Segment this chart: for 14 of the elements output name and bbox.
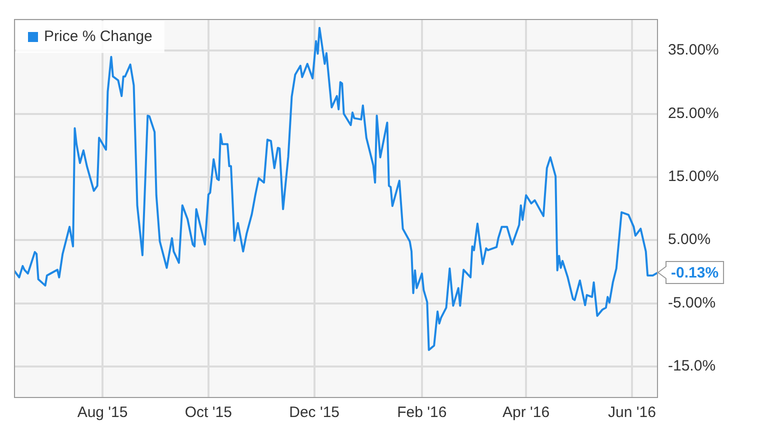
x-tick-label: Apr '16 [502,404,550,422]
x-tick-label: Aug '15 [77,404,128,422]
x-tick-label: Jun '16 [608,404,656,422]
y-tick-label: -5.00% [668,294,716,312]
data-label: -0.13% [671,264,719,282]
y-tick-label: 25.00% [668,104,719,122]
y-tick-label: 35.00% [668,42,719,59]
x-tick-label: Feb '16 [397,404,447,422]
y-tick-label: 5.00% [668,231,711,248]
legend-label: Price % Change [44,28,152,46]
x-tick-label: Oct '15 [184,404,232,422]
y-tick-label: 15.00% [668,168,719,186]
x-tick-label: Dec '15 [289,404,340,422]
y-tick-label: -15.0% [668,358,716,375]
